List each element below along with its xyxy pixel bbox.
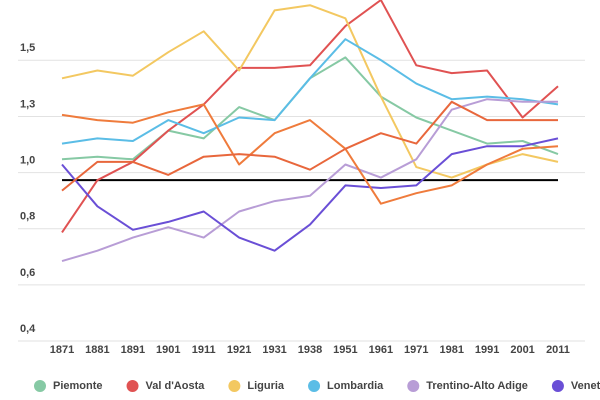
y-tick-label: 0,4: [20, 323, 36, 335]
x-tick-label: 1881: [85, 344, 109, 356]
series-line: [61, 98, 558, 263]
legend-swatch: [551, 380, 564, 392]
legend-label: Lombardia: [327, 380, 384, 392]
x-tick-label: 1951: [333, 344, 357, 356]
legend-label: Val d'Aosta: [146, 380, 206, 392]
series-line: [61, 103, 559, 205]
x-tick-label: 2011: [546, 344, 570, 356]
x-tick-label: 1971: [404, 344, 428, 356]
x-tick-label: 1911: [192, 344, 216, 356]
series-line: [61, 0, 559, 233]
y-tick-label: 0,8: [20, 211, 35, 223]
legend-swatch: [407, 380, 420, 392]
y-tick-label: 1,3: [20, 98, 35, 110]
legend-swatch: [308, 380, 321, 392]
x-tick-label: 1981: [439, 344, 463, 356]
series-line: [61, 137, 559, 252]
legend-swatch: [126, 380, 139, 392]
series-line: [61, 38, 559, 145]
y-tick-label: 0,6: [20, 267, 35, 279]
legend-label: Piemonte: [53, 380, 103, 392]
y-tick-label: 1,0: [20, 154, 35, 166]
legend-label: Veneto: [571, 380, 600, 392]
x-tick-label: 1901: [156, 344, 180, 356]
series-line: [61, 4, 559, 179]
x-tick-label: 1931: [262, 344, 286, 356]
x-tick-label: 1961: [369, 344, 393, 356]
series-line: [61, 100, 558, 192]
legend-swatch: [228, 380, 241, 392]
x-tick-label: 1891: [121, 344, 145, 356]
legend-label: Trentino-Alto Adige: [426, 380, 528, 392]
x-tick-label: 1871: [50, 344, 74, 356]
legend-label: Liguria: [247, 380, 285, 392]
x-tick-label: 1921: [227, 344, 251, 356]
x-tick-label: 2001: [510, 344, 534, 356]
x-tick-label: 1991: [475, 344, 499, 356]
y-tick-label: 1,5: [20, 42, 35, 54]
legend-swatch: [34, 380, 46, 392]
x-tick-label: 1938: [298, 344, 322, 356]
